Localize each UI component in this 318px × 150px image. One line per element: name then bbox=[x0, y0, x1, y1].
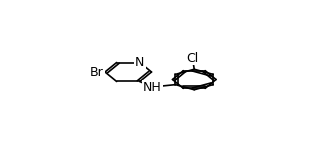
Text: Br: Br bbox=[90, 66, 103, 78]
Text: N: N bbox=[135, 56, 145, 69]
Text: NH: NH bbox=[143, 81, 162, 94]
Text: Cl: Cl bbox=[187, 52, 199, 65]
